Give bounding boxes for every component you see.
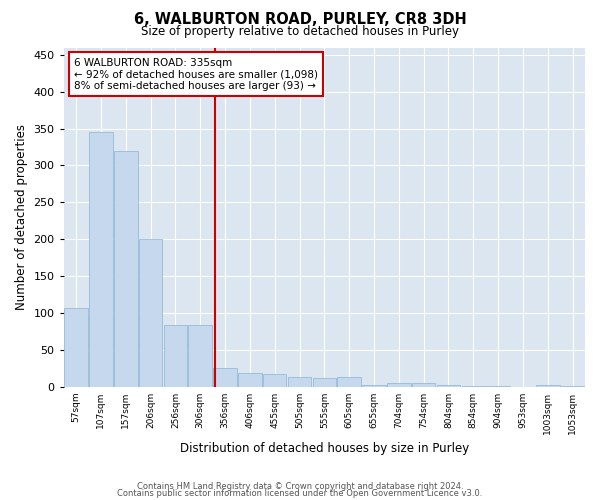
Bar	[263, 374, 286, 386]
Text: 6 WALBURTON ROAD: 335sqm
← 92% of detached houses are smaller (1,098)
8% of semi: 6 WALBURTON ROAD: 335sqm ← 92% of detach…	[74, 58, 318, 91]
Bar	[139, 239, 163, 386]
Bar	[164, 326, 187, 386]
Bar	[89, 132, 113, 386]
Text: Size of property relative to detached houses in Purley: Size of property relative to detached ho…	[141, 25, 459, 38]
Bar	[437, 385, 460, 386]
Bar	[213, 368, 237, 386]
Bar	[238, 374, 262, 386]
Bar	[313, 378, 336, 386]
X-axis label: Distribution of detached houses by size in Purley: Distribution of detached houses by size …	[180, 442, 469, 455]
Bar	[337, 377, 361, 386]
Bar	[536, 385, 560, 386]
Bar	[114, 150, 137, 386]
Text: Contains public sector information licensed under the Open Government Licence v3: Contains public sector information licen…	[118, 488, 482, 498]
Bar	[362, 385, 386, 386]
Bar	[412, 383, 436, 386]
Text: Contains HM Land Registry data © Crown copyright and database right 2024.: Contains HM Land Registry data © Crown c…	[137, 482, 463, 491]
Text: 6, WALBURTON ROAD, PURLEY, CR8 3DH: 6, WALBURTON ROAD, PURLEY, CR8 3DH	[134, 12, 466, 28]
Bar	[188, 326, 212, 386]
Bar	[387, 383, 410, 386]
Bar	[288, 377, 311, 386]
Y-axis label: Number of detached properties: Number of detached properties	[15, 124, 28, 310]
Bar	[64, 308, 88, 386]
